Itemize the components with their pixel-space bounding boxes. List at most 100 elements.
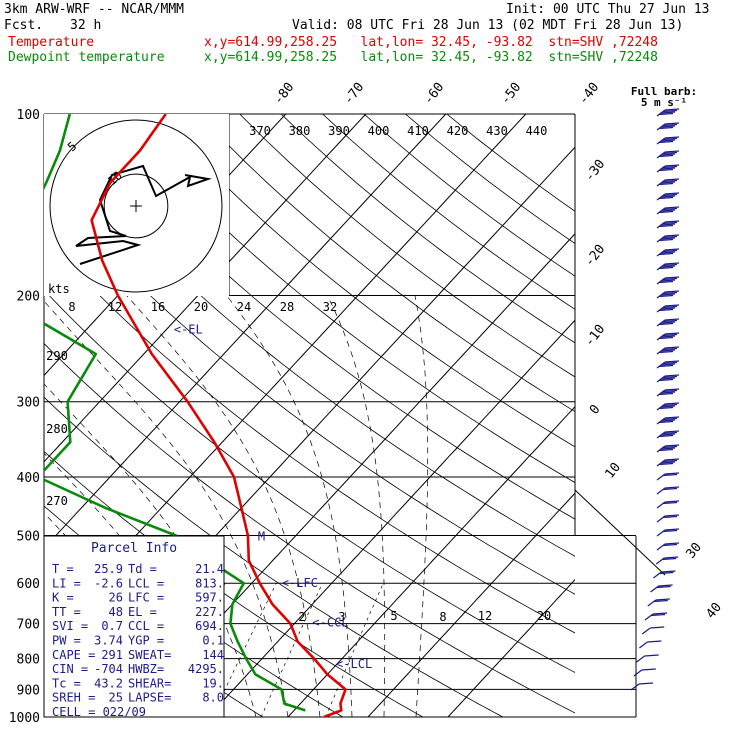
forecast-label: Fcst. <box>4 18 44 33</box>
theta-label: 370 <box>249 124 271 138</box>
isotherm-label: 40 <box>704 600 725 622</box>
parcel-info-cell: 0.7 <box>101 619 123 633</box>
parcel-info-cell: SHEAR= <box>128 676 171 690</box>
pressure-tick-label: 800 <box>17 653 40 668</box>
dry-adiabat-line <box>44 182 575 595</box>
pressure-tick-label: 900 <box>17 683 40 698</box>
parcel-info-title: Parcel Info <box>91 541 177 556</box>
dry-adiabat-line <box>446 114 575 212</box>
hodo-speed-label: 16 <box>151 300 165 314</box>
wind-scale-label: Full barb: 5 m s⁻¹ <box>631 85 697 109</box>
parcel-info-cell: -704 <box>94 662 123 676</box>
parcel-info-cell: HWBZ= <box>128 662 164 676</box>
dry-adiabat-line <box>239 114 575 378</box>
moist-adiabat-line <box>327 295 386 717</box>
parcel-info-cell: 813. <box>195 576 224 590</box>
parcel-info-cell: LAPSE= <box>128 691 171 705</box>
dry-adiabat-line <box>322 114 575 310</box>
pressure-tick-label: 700 <box>17 618 40 633</box>
mixing-ratio-label: 2 <box>298 610 305 624</box>
hodo-speed-label: 20 <box>194 300 208 314</box>
dry-adiabat-label: 270 <box>46 494 68 508</box>
parcel-info-cell: 3.74 <box>94 634 123 648</box>
dry-adiabat-line <box>73 114 575 520</box>
isotherm-line <box>44 114 287 377</box>
isotherm-line <box>44 114 447 550</box>
dry-adiabat-line <box>44 396 504 717</box>
mixing-ratio-label: 5 <box>390 609 397 623</box>
model-title: 3km ARW-WRF -- NCAR/MMM <box>4 2 185 17</box>
parcel-info-cell: SVI = <box>52 619 88 633</box>
isotherm-label: -40 <box>576 80 602 108</box>
hodo-speed-label: 28 <box>280 300 294 314</box>
theta-label: 380 <box>289 124 311 138</box>
parcel-info-cell: 227. <box>195 605 224 619</box>
isotherm-label: -30 <box>582 157 608 185</box>
parcel-info-cell: CIN = <box>52 662 88 676</box>
parcel-info-cell: K = <box>52 591 74 605</box>
parcel-info-cell: 4295. <box>188 662 224 676</box>
hodo-speed-label: 24 <box>237 300 251 314</box>
isotherm-label: -50 <box>498 80 524 108</box>
wind-barb-shaft <box>636 655 645 663</box>
pressure-tick-label: 100 <box>17 108 40 123</box>
parcel-info-cell: EL = <box>128 605 157 619</box>
dry-adiabat-line <box>363 114 575 277</box>
hodo-ring-outer <box>49 119 223 293</box>
moist-adiabat-line <box>44 300 289 717</box>
dewpoint-profile <box>44 114 306 712</box>
valid-time: Valid: 08 UTC Fri 28 Jun 13 (02 MDT Fri … <box>292 18 684 33</box>
temperature-profile <box>90 114 347 717</box>
mixing-ratio-label: 20 <box>537 609 551 623</box>
parcel-info-cell: CCL = <box>128 619 164 633</box>
wind-barb-shaft <box>633 669 643 677</box>
isotherm-label: -70 <box>341 80 367 108</box>
isotherm-line <box>447 578 575 717</box>
isotherm-label: -10 <box>582 322 608 350</box>
hodo-ring-inner <box>103 173 169 239</box>
theta-label: 430 <box>486 124 508 138</box>
pressure-tick-label: 300 <box>17 396 40 411</box>
isotherm-label: -80 <box>271 80 297 108</box>
parcel-info-cell: 291 <box>101 648 123 662</box>
dry-adiabat-label: 290 <box>46 349 68 363</box>
dry-adiabat-label: 280 <box>46 422 68 436</box>
parcel-info-cell: 25.9 <box>94 562 123 576</box>
legend-temperature-name: Temperature <box>8 35 95 50</box>
parcel-info-cell: 0.1 <box>202 634 224 648</box>
wind-barb-shaft <box>639 641 648 649</box>
theta-label: 390 <box>328 124 350 138</box>
parcel-info-cell: TT = <box>52 605 81 619</box>
dry-adiabat-line <box>114 114 575 484</box>
theta-label: 410 <box>407 124 429 138</box>
parcel-info-cell: 21.4 <box>195 562 224 576</box>
parcel-info-cell: Td = <box>128 562 157 576</box>
wind-barb-shaft <box>630 683 640 691</box>
level-annotation: <-LCL <box>336 657 372 671</box>
init-time: Init: 00 UTC Thu 27 Jun 13 <box>506 2 710 17</box>
parcel-info-cell: 43.2 <box>94 676 123 690</box>
parcel-info-panel: Parcel Info T = 25.9 Td = 21.4 LI = -2.6 LCL = 8… <box>43 535 225 719</box>
parcel-info-cell: YGP = <box>128 634 164 648</box>
parcel-info-cell: 25 <box>109 691 123 705</box>
dry-adiabat-line <box>44 342 575 714</box>
pressure-tick-label: 200 <box>17 290 40 305</box>
isotherm-line <box>207 319 575 717</box>
parcel-info-cell: -2.6 <box>94 576 123 590</box>
mixing-ratio-label: 8 <box>439 610 446 624</box>
dry-adiabat-line <box>156 114 575 448</box>
mixing-ratio-line <box>325 583 384 717</box>
parcel-info-cell: CELL = 022/09 <box>52 705 146 719</box>
parcel-info-cell: CAPE = <box>52 648 95 662</box>
parcel-info-cell: T = <box>52 562 74 576</box>
pressure-tick-label: 500 <box>17 529 40 544</box>
parcel-info-box <box>43 535 225 718</box>
pressure-tick-label: 400 <box>17 471 40 486</box>
parcel-info-cell: SREH = <box>52 691 95 705</box>
isotherm-label: 10 <box>603 460 624 482</box>
wind-barb-shaft <box>641 627 651 635</box>
level-annotation: <-LFC <box>282 576 318 590</box>
parcel-info-cell: LCL = <box>128 576 164 590</box>
